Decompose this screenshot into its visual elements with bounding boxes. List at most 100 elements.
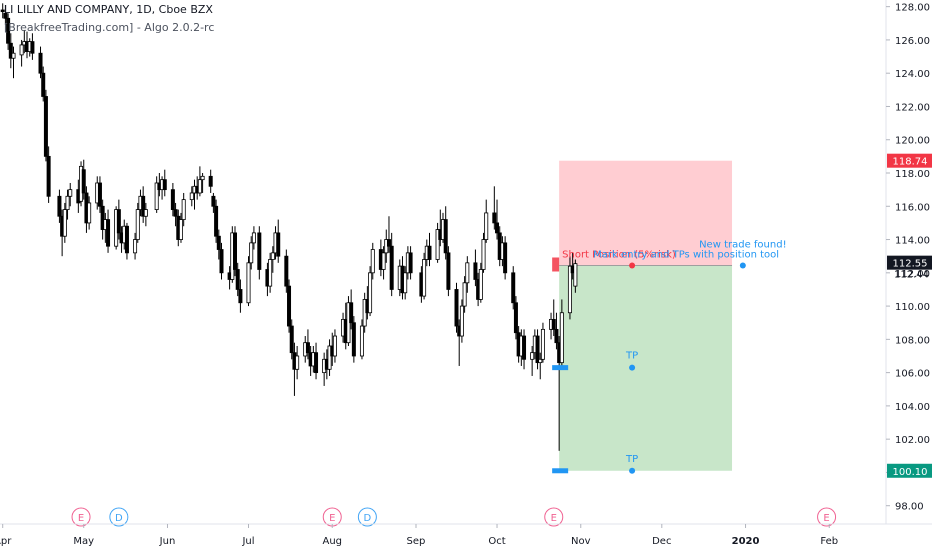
candle-body — [551, 318, 556, 330]
candle-body — [216, 235, 221, 250]
price-tick-label: 104.00 — [895, 402, 930, 413]
time-axis[interactable]: Apr May Jun Jul Aug Sep Oct Nov Dec 2020 Feb — [0, 523, 932, 547]
candle-body — [200, 175, 205, 181]
dividend-event[interactable]: D — [357, 507, 377, 527]
candle — [57, 189, 62, 223]
candle — [100, 199, 105, 240]
event-label: D — [115, 513, 123, 524]
event-circle — [817, 507, 837, 527]
candle — [249, 236, 254, 270]
time-tick-label: Jun — [159, 536, 176, 547]
candle-body — [87, 202, 92, 224]
candle — [141, 186, 146, 223]
time-tick-label: 2020 — [732, 536, 760, 547]
candle — [62, 202, 67, 243]
candle-body — [403, 272, 408, 294]
candle-body — [11, 52, 16, 59]
dividend-event[interactable]: D — [109, 507, 129, 527]
short-position-marker — [552, 257, 560, 272]
candle-body — [492, 212, 497, 224]
tp-label: TP — [625, 454, 638, 465]
candle — [305, 329, 310, 360]
earnings-event[interactable]: E — [322, 507, 342, 527]
price-tick-label: 110.00 — [895, 302, 930, 313]
candle — [124, 222, 129, 260]
candle-body — [284, 255, 289, 287]
candle — [162, 169, 167, 197]
candle — [389, 232, 394, 297]
candle-body — [349, 302, 354, 324]
candle — [178, 212, 183, 243]
candle-body — [219, 249, 224, 274]
earnings-event[interactable]: E — [817, 507, 837, 527]
candle-body — [422, 259, 427, 297]
candle-body — [81, 169, 86, 194]
candle — [238, 279, 243, 313]
candle — [116, 199, 121, 240]
event-label: E — [78, 513, 84, 524]
candle-body — [408, 252, 413, 274]
candle — [492, 186, 497, 230]
candle-body — [116, 209, 121, 234]
candle-body — [459, 305, 464, 337]
event-label: D — [364, 513, 372, 524]
candle — [233, 226, 238, 277]
candle-body — [427, 245, 432, 260]
candle — [386, 216, 391, 253]
price-tick-label: 102.00 — [895, 435, 930, 446]
candle — [522, 329, 527, 370]
time-tick-label: Apr — [0, 536, 12, 547]
candle-body — [559, 312, 564, 364]
price-tick-label: 108.00 — [895, 335, 930, 346]
candle-body — [495, 222, 500, 234]
candle — [214, 199, 219, 243]
candle — [289, 319, 294, 360]
candle — [530, 346, 535, 376]
entry-dot — [629, 262, 636, 269]
candle-body — [214, 205, 219, 237]
candle-body — [189, 192, 194, 201]
candle — [3, 4, 8, 25]
candle-body — [3, 12, 8, 19]
indicator-label[interactable]: [BreakfreeTrading.com] - Algo 2.0.2-rc — [4, 21, 215, 34]
candle-body — [359, 325, 364, 357]
tp-bar — [552, 365, 569, 371]
candle-body — [554, 328, 559, 344]
candle — [314, 342, 319, 380]
event-label: E — [551, 513, 557, 524]
candle-body — [465, 262, 470, 284]
candle-body — [503, 242, 508, 274]
earnings-event[interactable]: E — [544, 507, 564, 527]
candle-body — [478, 269, 483, 300]
candle — [268, 252, 273, 293]
candle — [481, 232, 486, 273]
candle-body — [522, 335, 527, 360]
candle-body — [38, 52, 43, 74]
candle-body — [30, 41, 35, 54]
candle — [200, 173, 205, 193]
tp-bar — [552, 468, 569, 474]
candle — [435, 222, 440, 263]
candle-body — [538, 358, 543, 364]
candle — [462, 276, 467, 313]
candle-body — [481, 239, 486, 270]
candle-body — [19, 44, 24, 56]
candle-body — [535, 335, 540, 364]
candle-body — [68, 189, 73, 197]
candle — [46, 146, 51, 203]
earnings-event[interactable]: E — [71, 507, 91, 527]
chart-title: LI LILLY AND COMPANY, 1D, Cboe BZX — [4, 3, 213, 16]
candle — [511, 266, 516, 310]
tp-dot — [629, 467, 636, 474]
candle — [359, 319, 364, 360]
candle — [65, 189, 70, 220]
stop-loss-zone — [559, 160, 733, 266]
price-tick-label: 128.00 — [895, 3, 930, 14]
candle-body — [513, 302, 518, 334]
candle — [43, 89, 48, 162]
candle — [370, 242, 375, 280]
candle — [368, 266, 373, 317]
